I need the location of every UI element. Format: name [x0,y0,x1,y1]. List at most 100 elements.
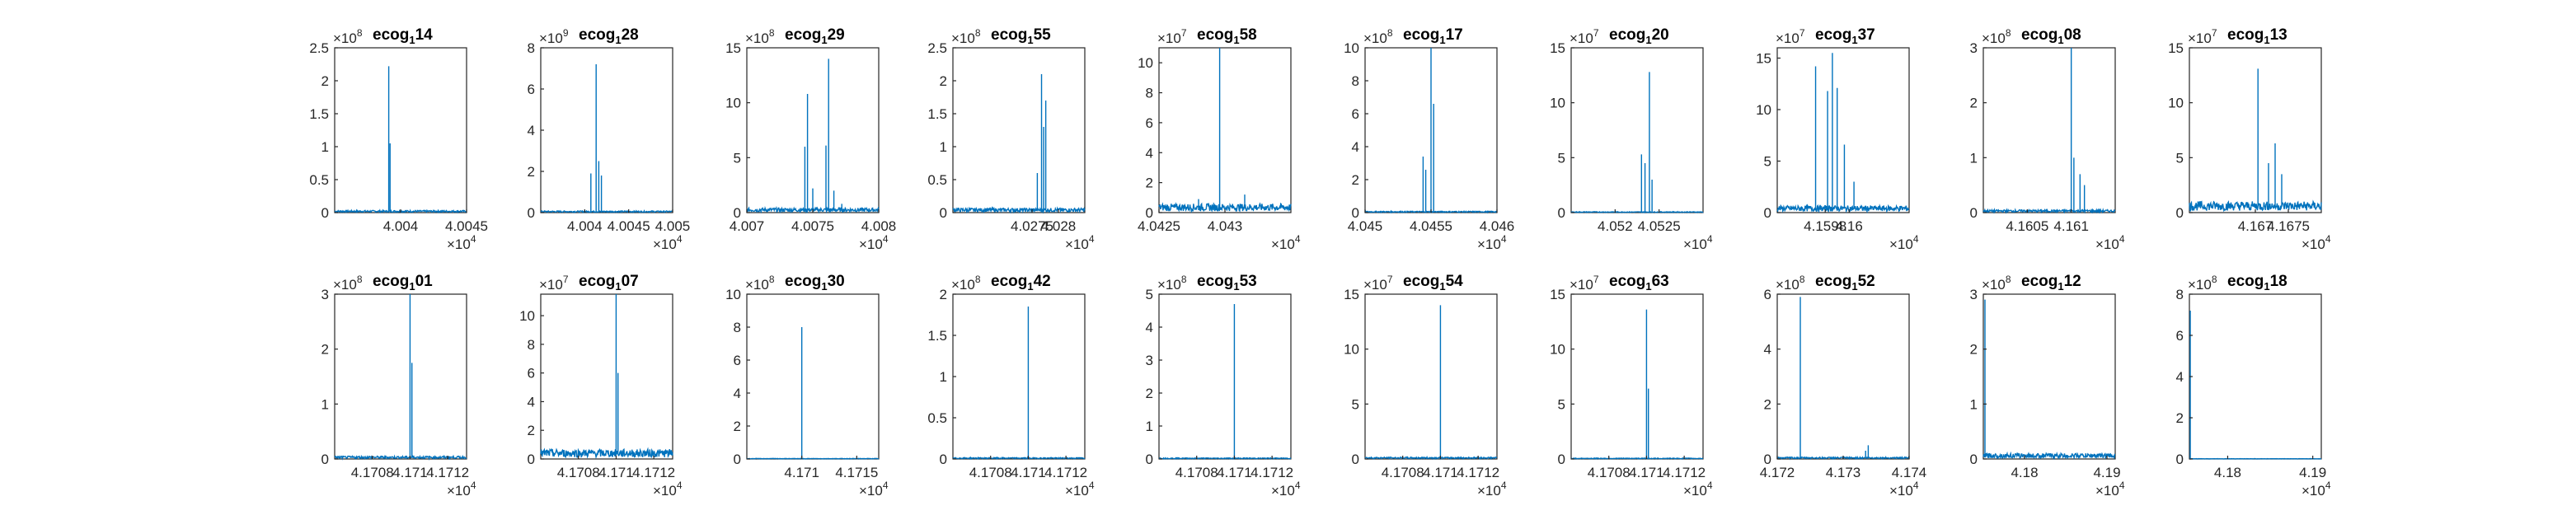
y-tick-label: 10 [1550,96,1565,111]
x-tick-label: 4.1712 [1250,465,1293,480]
axes-box [952,47,1086,213]
y-tick-label: 5 [1352,396,1359,412]
y-exponent-label: ×107 [1570,27,1599,46]
x-tick-label: 4.1605 [2006,218,2048,234]
y-tick-label: 0 [321,205,329,221]
x-exponent-label: ×104 [1889,480,1919,499]
x-exponent-label: ×104 [1271,233,1301,252]
series-line [1982,47,2116,214]
subplot-title: ecog152 [1815,273,1875,293]
x-tick-label: 4.043 [1208,218,1243,234]
x-tick-label: 4.1708 [557,465,600,480]
x-exponent-label: ×104 [2302,480,2331,499]
subplot-12: 0 1 2 3 4.18 4.19 ×108 ×104 ecog112 [1970,273,2125,499]
subplot-title: ecog154 [1403,273,1463,293]
subplot-28: 0 2 4 6 8 4.004 4.0045 4.005 ×109 ×104 ecog128 [528,26,691,252]
y-tick-label: 5 [2176,150,2184,166]
y-tick-label: 0 [321,452,329,467]
y-tick-label: 10 [519,308,535,324]
y-exponent-label: ×108 [1982,27,2011,46]
axes-box [1982,47,2116,213]
x-tick-label: 4.19 [2299,465,2326,480]
y-tick-label: 8 [2176,287,2184,302]
x-tick-label: 4.028 [1041,218,1077,234]
y-tick-label: 2 [1146,176,1153,191]
y-tick-label: 8 [528,40,535,56]
y-tick-label: 5 [1764,154,1771,170]
y-exponent-label: ×108 [1982,274,2011,293]
y-tick-label: 0 [1558,452,1565,467]
x-tick-label: 4.0425 [1138,218,1180,234]
x-tick-label: 4.004 [383,218,419,234]
y-tick-label: 2 [1970,342,1978,358]
x-tick-label: 4.045 [1348,218,1383,234]
x-tick-label: 4.0045 [608,218,650,234]
y-tick-label: 15 [1550,287,1565,302]
series-line [746,326,880,460]
y-tick-label: 4 [1146,320,1153,335]
y-exponent-label: ×108 [333,27,363,46]
y-tick-label: 2 [528,423,535,438]
y-tick-label: 1 [940,369,947,385]
x-exponent-label: ×104 [1889,233,1919,252]
y-exponent-label: ×107 [1776,27,1805,46]
y-tick-label: 0 [1970,452,1978,467]
axes-box [1776,47,1910,213]
subplot-title: ecog142 [991,273,1051,293]
y-tick-label: 0 [1558,205,1565,221]
x-tick-label: 4.0455 [1410,218,1452,234]
y-tick-label: 1.5 [927,328,947,344]
x-tick-label: 4.167 [2238,218,2273,234]
series-line [1158,303,1292,461]
y-exponent-label: ×108 [2188,274,2217,293]
y-tick-label: 8 [528,337,535,353]
y-tick-label: 5 [1558,396,1565,412]
y-exponent-label: ×107 [1570,274,1599,293]
y-tick-label: 0 [1352,205,1359,221]
y-tick-label: 2 [1764,396,1771,412]
subplot-title: ecog155 [991,26,1051,46]
y-tick-label: 4 [734,386,741,401]
x-tick-label: 4.1708 [1588,465,1631,480]
y-tick-label: 10 [1550,342,1565,358]
y-tick-label: 0 [528,452,535,467]
subplot-title: ecog137 [1815,26,1875,46]
x-tick-label: 4.16 [1836,218,1863,234]
subplot-title: ecog130 [785,273,845,293]
x-tick-label: 4.171 [784,465,819,480]
subplot-title: ecog163 [1609,273,1669,293]
y-tick-label: 5 [734,150,741,166]
y-tick-label: 10 [1756,102,1771,118]
x-tick-label: 4.1712 [1663,465,1706,480]
y-tick-label: 0 [1764,205,1771,221]
x-tick-label: 4.0275 [1011,218,1053,234]
y-tick-label: 2 [940,287,947,302]
series-line [334,66,467,214]
y-exponent-label: ×108 [1157,274,1187,293]
y-tick-label: 1 [321,139,329,155]
y-tick-label: 1 [1970,150,1978,166]
series-line [952,306,1086,461]
subplot-title: ecog153 [1197,273,1257,293]
x-exponent-label: ×104 [653,480,683,499]
x-tick-label: 4.046 [1480,218,1515,234]
y-tick-label: 6 [528,82,535,97]
y-exponent-label: ×107 [539,274,569,293]
y-tick-label: 1 [1146,419,1153,434]
x-exponent-label: ×104 [2095,480,2125,499]
y-exponent-label: ×108 [1776,274,1805,293]
x-exponent-label: ×104 [1271,480,1301,499]
y-tick-label: 2 [734,419,741,434]
subplot-title: ecog118 [2227,273,2287,293]
x-tick-label: 4.0045 [445,218,488,234]
y-tick-label: 3 [1146,353,1153,368]
series-line [2189,310,2322,460]
y-exponent-label: ×107 [1363,274,1393,293]
y-tick-label: 0 [528,205,535,221]
series-line [1364,305,1497,461]
series-line [1776,53,1910,214]
subplot-title: ecog114 [373,26,433,46]
